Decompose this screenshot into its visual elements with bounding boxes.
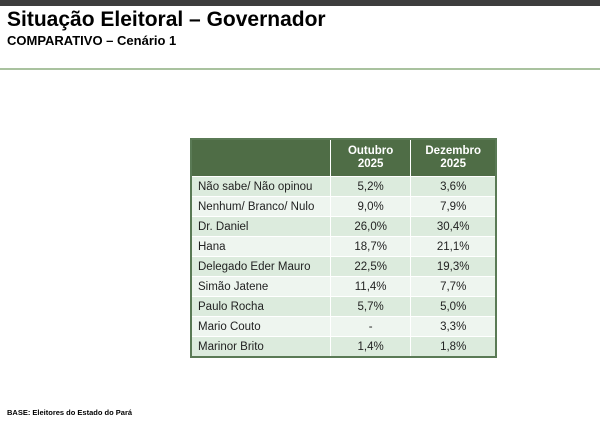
value-outubro: 9,0% [329,196,411,217]
row-label: Simão Jatene [190,276,331,297]
row-label: Mario Couto [190,316,331,337]
page-title: Situação Eleitoral – Governador [7,8,326,31]
value-outubro: 5,7% [329,296,411,317]
top-bar [0,0,600,6]
table-row: Marinor Brito 1,4% 1,8% [190,336,496,357]
value-outubro: 22,5% [329,256,411,277]
table-row: Hana 18,7% 21,1% [190,236,496,257]
table-row: Delegado Eder Mauro 22,5% 19,3% [190,256,496,277]
value-outubro: 18,7% [329,236,411,257]
value-dezembro: 7,7% [410,276,496,297]
value-dezembro: 30,4% [410,216,496,237]
value-outubro: 5,2% [329,176,411,197]
value-dezembro: 19,3% [410,256,496,277]
value-dezembro: 21,1% [410,236,496,257]
row-label: Marinor Brito [190,336,331,357]
header-dezembro: Dezembro 2025 [410,139,496,177]
table-header-row: Outubro 2025 Dezembro 2025 [191,139,496,177]
row-label: Não sabe/ Não opinou [190,176,331,197]
value-outubro: 26,0% [329,216,411,237]
value-dezembro: 7,9% [410,196,496,217]
value-outubro: 1,4% [329,336,411,357]
header-label [191,139,331,177]
header-outubro: Outubro 2025 [329,139,411,177]
table-row: Simão Jatene 11,4% 7,7% [190,276,496,297]
table-row: Nenhum/ Branco/ Nulo 9,0% 7,9% [190,196,496,217]
row-label: Nenhum/ Branco/ Nulo [190,196,331,217]
page-subtitle: COMPARATIVO – Cenário 1 [7,33,177,48]
row-label: Hana [190,236,331,257]
table-row: Não sabe/ Não opinou 5,2% 3,6% [190,176,496,197]
table-row: Mario Couto -3,3% [190,316,496,337]
divider [0,68,600,70]
value-outubro: 11,4% [329,276,411,297]
value-dezembro: 3,6% [410,176,496,197]
comparison-table: Outubro 2025 Dezembro 2025 Não sabe/ Não… [190,138,497,358]
base-note: BASE: Eleitores do Estado do Pará [7,408,133,417]
value-outubro: - [329,316,411,337]
row-label: Paulo Rocha [190,296,331,317]
row-label: Delegado Eder Mauro [190,256,331,277]
value-dezembro: 5,0% [410,296,496,317]
value-dezembro: 3,3% [410,316,496,337]
value-dezembro: 1,8% [410,336,496,357]
row-label: Dr. Daniel [190,216,331,237]
table-row: Dr. Daniel 26,0% 30,4% [190,216,496,237]
table-row: Paulo Rocha 5,7% 5,0% [190,296,496,317]
